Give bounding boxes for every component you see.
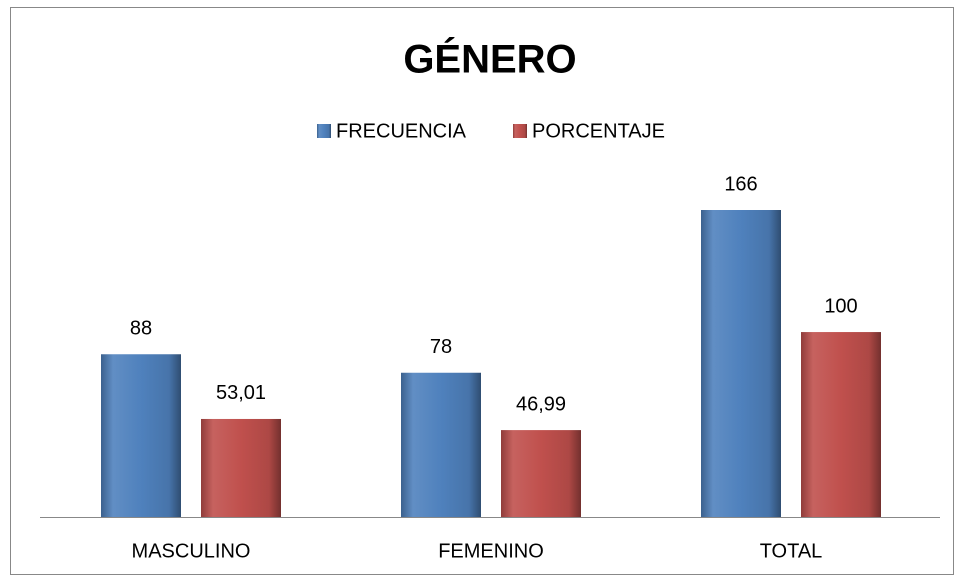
bar <box>101 354 181 517</box>
data-label: 88 <box>130 318 152 340</box>
legend-swatch <box>513 124 527 138</box>
bar <box>801 332 881 517</box>
data-label: 46,99 <box>516 393 566 415</box>
legend-label: FRECUENCIA <box>336 120 467 142</box>
legend-swatch <box>317 124 331 138</box>
x-tick-label: MASCULINO <box>132 540 251 562</box>
legend-label: PORCENTAJE <box>532 120 665 142</box>
x-tick-label: TOTAL <box>760 540 823 562</box>
bar <box>401 372 481 517</box>
data-label: 53,01 <box>216 382 266 404</box>
x-tick-label: FEMENINO <box>438 540 544 562</box>
bar <box>201 418 281 517</box>
data-label: 100 <box>824 295 857 317</box>
chart-title: GÉNERO <box>403 37 576 82</box>
data-label: 166 <box>724 173 757 195</box>
bar <box>501 430 581 517</box>
data-label: 78 <box>430 336 452 358</box>
bar <box>701 210 781 517</box>
